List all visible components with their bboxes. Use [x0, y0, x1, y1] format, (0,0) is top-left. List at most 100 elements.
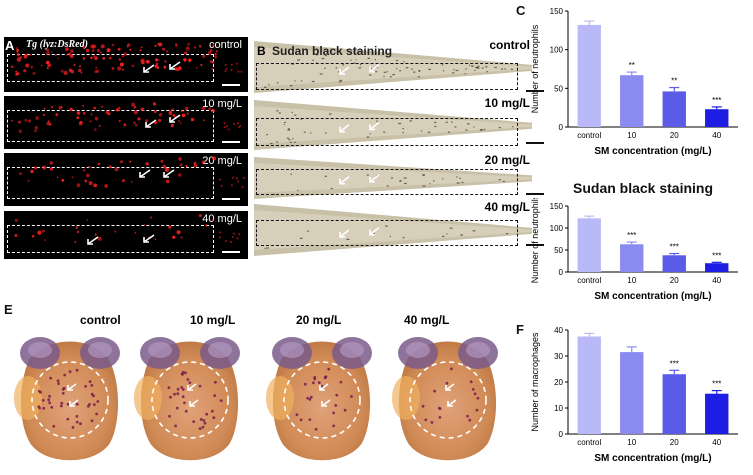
macrophage-dot — [205, 412, 209, 416]
neutrophil-dot — [446, 233, 448, 235]
neutrophil-dot — [370, 68, 372, 70]
neutrophil-dot — [155, 62, 159, 66]
neutrophil-dot — [184, 51, 187, 55]
neutrophil-dot — [60, 106, 63, 109]
macrophage-dot — [350, 395, 353, 398]
neutrophil-dot — [385, 225, 388, 227]
head-body — [272, 341, 371, 461]
neutrophil-dot — [233, 232, 235, 235]
macrophage-dot — [48, 401, 51, 405]
larva-tail-shape — [254, 41, 532, 93]
larva-head-20 — [266, 337, 372, 461]
neutrophil-dot — [289, 141, 292, 143]
neutrophil-dot — [434, 121, 437, 124]
sudan-dose-label: 10 mg/L — [484, 96, 530, 110]
fluor-dose-label: control — [208, 39, 242, 51]
macrophage-dot — [56, 379, 60, 383]
macrophage-dot — [173, 392, 176, 396]
bar — [705, 109, 729, 127]
x-tick-label: 10 — [627, 131, 636, 140]
neutrophil-dot — [16, 57, 21, 62]
neutrophil-dot — [97, 162, 101, 166]
neutrophil-dot — [154, 110, 157, 113]
scale-bar-icon — [526, 193, 544, 195]
scale-bar-icon — [222, 141, 240, 143]
error-bar — [626, 346, 637, 353]
macrophage-dot — [167, 386, 171, 390]
macrophage-dot — [38, 389, 41, 393]
neutrophil-dot — [66, 53, 69, 56]
x-tick-label: control — [577, 276, 601, 285]
neutrophil-dot — [101, 105, 104, 108]
neutrophil-dot — [15, 70, 18, 73]
neutrophil-dot — [278, 112, 281, 114]
macrophage-dot — [198, 427, 202, 430]
fluor-image-10: 10 mg/L — [4, 96, 248, 149]
neutrophil-dot — [158, 112, 163, 117]
neutrophil-dot — [55, 113, 59, 117]
neutrophil-dot — [99, 51, 102, 54]
neutrophil-dot — [481, 67, 484, 69]
neutrophil-dot — [121, 68, 125, 71]
neutrophil-dot — [154, 44, 157, 47]
neutrophil-dot — [477, 65, 480, 67]
neutrophil-dot — [287, 128, 290, 130]
neutrophil-dot — [239, 124, 242, 127]
neutrophil-dot — [157, 118, 162, 123]
neutrophil-dot — [51, 105, 54, 109]
neutrophil-dot — [328, 113, 332, 115]
arrow-icon — [69, 399, 79, 407]
neutrophil-dot — [33, 166, 38, 170]
error-bar — [584, 215, 595, 219]
neutrophil-dot — [358, 67, 361, 69]
neutrophil-dot — [117, 47, 121, 51]
macrophage-dot — [343, 408, 347, 412]
neutrophil-dot — [201, 160, 206, 164]
neutrophil-dot — [227, 128, 230, 131]
macrophage-dot — [90, 384, 94, 387]
neutrophil-dot — [292, 138, 294, 140]
neutrophil-dot — [175, 43, 178, 46]
neutrophil-dot — [172, 235, 176, 239]
neutrophil-dot — [266, 247, 269, 249]
macrophage-dot — [180, 372, 184, 376]
neutrophil-dot — [133, 110, 138, 115]
panel-a-title: Tg (lyz:DsRed) — [26, 39, 88, 50]
significance-label: *** — [712, 251, 721, 260]
macrophage-dot — [203, 421, 207, 425]
macrophage-dot — [93, 403, 96, 406]
neutrophil-dot — [359, 64, 362, 66]
neutrophil-dot — [270, 142, 273, 145]
neutrophil-dot — [18, 120, 21, 124]
neutrophil-dot — [366, 136, 370, 138]
neutrophil-dot — [207, 51, 212, 55]
arrow-icon — [339, 124, 350, 133]
neutrophil-dot — [503, 180, 505, 182]
neutrophil-dot — [500, 68, 504, 70]
neutrophil-dot — [84, 179, 88, 183]
neutrophil-dot — [31, 234, 35, 238]
macrophage-dot — [175, 406, 179, 410]
neutrophil-dot — [61, 179, 65, 182]
neutrophil-dot — [15, 72, 19, 76]
macrophage-dot — [90, 419, 94, 423]
neutrophil-dot — [140, 60, 145, 65]
neutrophil-dot — [118, 120, 121, 123]
fluor-dots — [11, 102, 242, 133]
neutrophil-dot — [219, 231, 222, 234]
macrophage-dot — [75, 368, 79, 372]
scale-bar-icon — [222, 198, 240, 200]
panel-b-title: Sudan black staining — [272, 44, 393, 58]
neutrophil-dot — [178, 120, 181, 122]
error-bar — [626, 71, 637, 76]
macrophage-dot — [308, 398, 312, 401]
neutrophil-dot — [187, 42, 190, 46]
macrophage-dot — [49, 376, 53, 380]
neutrophil-dot — [324, 55, 327, 57]
head-dose-label: 20 mg/L — [296, 313, 342, 327]
neutrophil-dot — [223, 126, 226, 129]
fluor-dose-label: 10 mg/L — [202, 98, 242, 110]
neutrophil-dot — [100, 44, 105, 49]
neutrophil-dot — [49, 167, 53, 171]
region-circle — [409, 361, 487, 439]
